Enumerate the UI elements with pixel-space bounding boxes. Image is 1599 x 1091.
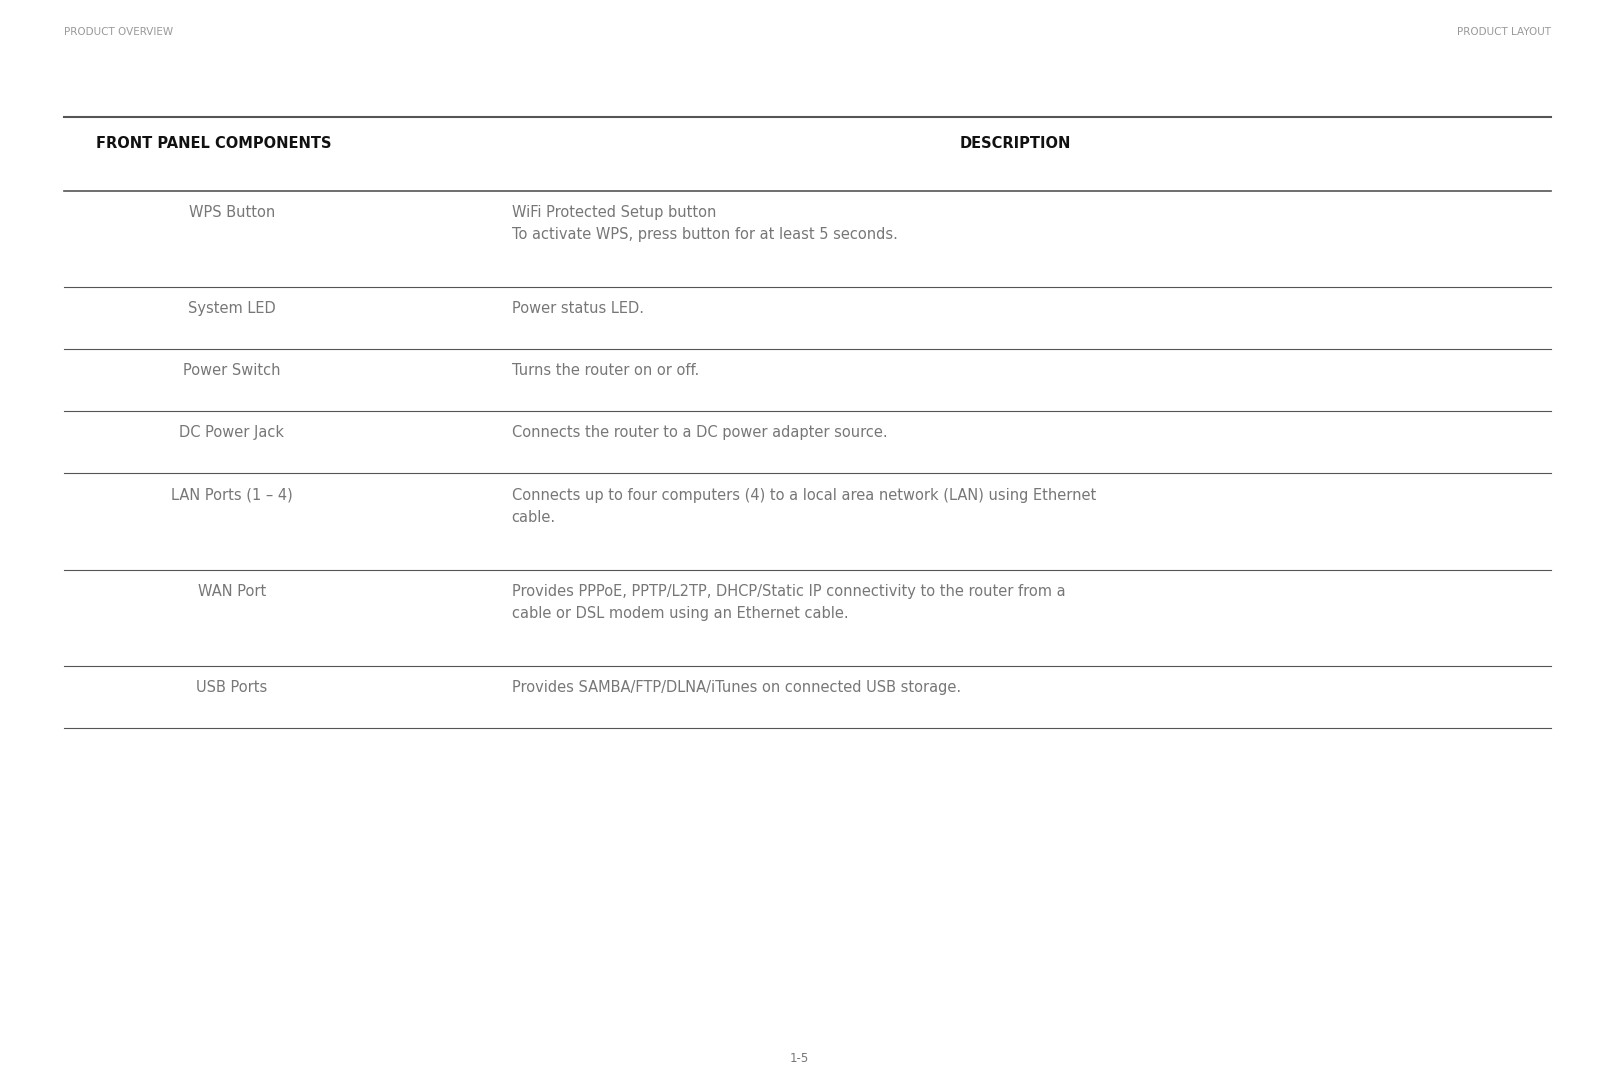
Text: DESCRIPTION: DESCRIPTION [959,136,1071,152]
Text: USB Ports: USB Ports [197,680,267,695]
Text: Power status LED.: Power status LED. [512,301,644,316]
Text: WPS Button: WPS Button [189,205,275,220]
Text: Turns the router on or off.: Turns the router on or off. [512,363,699,379]
Text: Provides SAMBA/FTP/DLNA/iTunes on connected USB storage.: Provides SAMBA/FTP/DLNA/iTunes on connec… [512,680,961,695]
Text: PRODUCT LAYOUT: PRODUCT LAYOUT [1457,27,1551,37]
Text: Connects up to four computers (4) to a local area network (LAN) using Ethernet
c: Connects up to four computers (4) to a l… [512,488,1095,525]
Text: WiFi Protected Setup button
To activate WPS, press button for at least 5 seconds: WiFi Protected Setup button To activate … [512,205,897,242]
Text: WAN Port: WAN Port [198,584,265,599]
Text: PRODUCT OVERVIEW: PRODUCT OVERVIEW [64,27,173,37]
Text: Connects the router to a DC power adapter source.: Connects the router to a DC power adapte… [512,425,887,441]
Text: DC Power Jack: DC Power Jack [179,425,285,441]
Text: LAN Ports (1 – 4): LAN Ports (1 – 4) [171,488,293,503]
Text: Power Switch: Power Switch [184,363,280,379]
Text: FRONT PANEL COMPONENTS: FRONT PANEL COMPONENTS [96,136,331,152]
Text: System LED: System LED [189,301,275,316]
Text: 1-5: 1-5 [790,1052,809,1065]
Text: Provides PPPoE, PPTP/L2TP, DHCP/Static IP connectivity to the router from a
cabl: Provides PPPoE, PPTP/L2TP, DHCP/Static I… [512,584,1065,621]
